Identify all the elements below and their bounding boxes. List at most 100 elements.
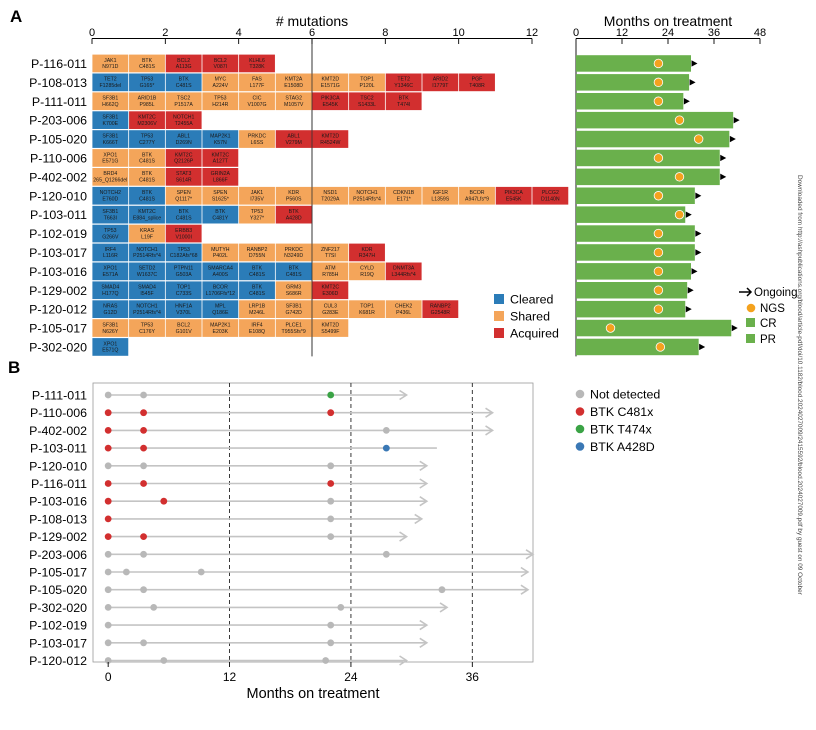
btk-sample-point [104,639,112,647]
ongoing-arrow [720,154,727,162]
ngs-point [674,172,685,182]
btk-reference-lines [229,383,473,662]
mutation-gene: IRF4 [105,247,116,253]
btk-timeline-arrow [414,513,424,525]
ngs-point [674,115,685,125]
mutation-tile [239,243,275,262]
legend-cr-swatch [746,318,755,327]
months-tick-label: 12 [616,27,628,39]
mutation-tick-label: 0 [89,27,95,39]
panel-b-label: B [8,358,20,377]
mutation-gene: NOTCH1 [356,190,377,196]
mutation-gene: KMT2D [322,77,340,83]
mutation-gene: BCL2 [177,322,190,328]
mutation-change: R4524W [320,140,340,146]
mutation-change: C481S [176,83,192,89]
mutation-tile [385,186,422,205]
mutation-change: T2455A [175,121,194,127]
ongoing-arrow [683,98,690,105]
legend-cr: CR [760,318,777,330]
ongoing-arrow [689,79,696,86]
mutation-gene: KMT2C [138,209,156,215]
mutation-tile [92,319,129,337]
patient-label: P-129-002 [29,284,87,298]
mutation-change: R347H [359,253,375,259]
mutation-change: E306D [322,291,338,297]
mutation-change: V1007G [247,102,266,108]
mutation-gene: GRM3 [286,285,301,291]
mutation-gene: TOP1 [360,304,374,310]
mutation-change: C176Y [139,329,155,335]
mutation-gene: BTK [142,190,153,196]
btk-sample-point [322,657,330,664]
btk-plot-frame [92,382,534,663]
mutation-gene: XPO1 [103,152,117,158]
mutation-tile [92,111,129,129]
mutation-gene: KMT2D [322,133,340,139]
mutation-gene: IGF1R [433,190,449,196]
mutation-change: E545K [323,102,339,108]
ongoing-arrow [685,211,692,218]
mutation-change: E1508D [284,83,303,89]
mutation-change: M246L [249,310,265,316]
mutation-change: L6SS [251,140,264,146]
months-bar [576,149,720,167]
btk-patient-label: P-203-006 [29,548,87,562]
mutation-change: F1285del [100,83,122,89]
mutation-gene: BTK [252,285,263,291]
ongoing-arrow [729,135,736,143]
mutation-change: I1779T [432,83,449,89]
btk-sample-point [104,533,112,540]
mutation-gene: TOP1 [360,77,374,83]
legend-label: Acquired [510,327,559,341]
mutation-gene: KRAS [140,228,155,234]
ongoing-arrow [720,173,727,181]
ngs-point [653,285,664,295]
mutation-tile [349,262,385,281]
btk-sample-point [140,391,147,399]
mutation-tile [202,149,239,167]
mutation-gene: KMT2C [212,152,230,158]
mutation-gene: ERBB3 [175,228,192,234]
ngs-point [655,342,666,352]
mutation-gene: TOP1 [177,285,191,291]
btk-timeline-arrow [419,637,429,648]
mutation-change: R785H [322,272,338,278]
mutation-gene: BCL2 [177,58,190,64]
mutation-tile [202,300,239,318]
mutation-tile [129,243,165,262]
mutation-gene: SETD2 [139,266,156,272]
mutation-tick-label: 2 [162,27,168,39]
mutation-tile [92,149,129,167]
months-bar [576,111,734,129]
mutation-change: P120L [359,83,374,89]
btk-sample-point [327,391,335,399]
months-bar [576,93,684,110]
mutation-gene: KLHL6 [249,58,265,64]
mutation-gene: GRIN2A [211,171,231,177]
btk-sample-point [104,462,112,470]
mutation-gene: BTK [289,209,300,215]
btk-timeline-arrow [520,584,530,595]
mutation-gene: PRKDC [285,247,303,253]
months-on-treatment-chart: Months on treatment 0 12 24 36 48 Ongoing NG… [573,13,797,357]
mutation-change: H662Q [102,102,118,108]
ngs-point [653,304,664,314]
mutation-gene: SF3B1 [286,304,302,310]
patient-label: P-105-017 [29,322,87,336]
btk-sample-point [327,409,335,417]
btk-sample-point [327,639,335,647]
btk-sample-point [140,427,147,434]
mutation-tile [129,205,165,224]
mutation-tick-label: 12 [526,27,538,39]
mutation-tile [202,243,239,262]
mutation-gene: NRAS [103,304,118,310]
mutation-tile [275,262,312,281]
mutation-change: C733S [176,291,192,297]
mutation-change: K57N [214,140,227,146]
mutation-gene: SF3B1 [102,133,118,139]
mutation-gene: PGF [472,77,483,83]
mutation-change: C481S [286,272,302,278]
ongoing-arrow [685,305,692,313]
mutation-tile [239,281,275,300]
